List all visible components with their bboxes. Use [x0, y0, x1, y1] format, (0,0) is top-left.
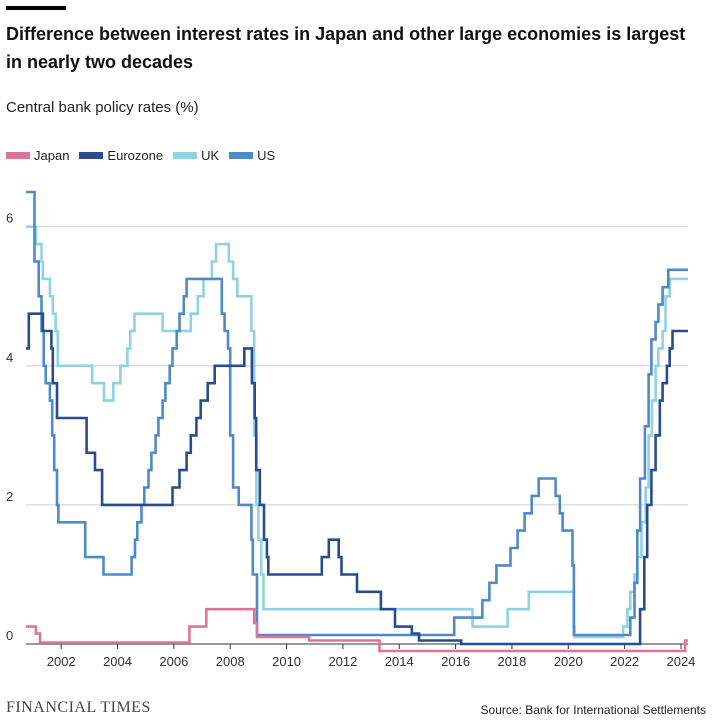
legend-swatch: [6, 152, 30, 159]
x-tick-label: 2020: [554, 654, 583, 669]
legend-item-japan: Japan: [6, 148, 69, 163]
x-tick-label: 2014: [385, 654, 414, 669]
chart-title: Difference between interest rates in Jap…: [6, 24, 686, 72]
x-tick-label: 2022: [610, 654, 639, 669]
y-tick-label: 6: [6, 211, 13, 226]
series-line-uk: [26, 225, 688, 639]
series-line-us: [26, 190, 688, 637]
legend-swatch: [79, 152, 104, 159]
x-tick-label: 2010: [272, 654, 301, 669]
legend: Japan Eurozone UK US: [6, 148, 285, 163]
ft-logo: FINANCIAL TIMES: [6, 699, 151, 716]
legend-label: UK: [201, 148, 220, 163]
x-tick-label: 2024: [666, 654, 695, 669]
source-note: Source: Bank for International Settlemen…: [480, 703, 706, 717]
x-tick-label: 2002: [47, 654, 76, 669]
legend-item-eurozone: Eurozone: [79, 148, 163, 163]
series-line-japan: [26, 607, 688, 653]
chart-subtitle: Central bank policy rates (%): [6, 99, 199, 116]
x-tick-label: 2006: [159, 654, 188, 669]
legend-item-us: US: [229, 148, 275, 163]
legend-label: Japan: [34, 148, 70, 163]
x-tick-label: 2018: [497, 654, 526, 669]
x-tick-label: 2016: [441, 654, 470, 669]
x-tick-label: 2004: [103, 654, 132, 669]
y-tick-label: 4: [6, 350, 13, 365]
y-tick-label: 2: [6, 489, 13, 504]
legend-swatch: [173, 152, 198, 159]
series-line-eurozone: [26, 312, 688, 646]
legend-swatch: [229, 152, 254, 159]
legend-label: US: [257, 148, 276, 163]
x-tick-label: 2012: [328, 654, 357, 669]
legend-item-uk: UK: [173, 148, 219, 163]
legend-label: Eurozone: [107, 148, 164, 163]
title-rule: [6, 6, 66, 10]
x-tick-label: 2008: [216, 654, 245, 669]
y-tick-label: 0: [6, 628, 13, 643]
